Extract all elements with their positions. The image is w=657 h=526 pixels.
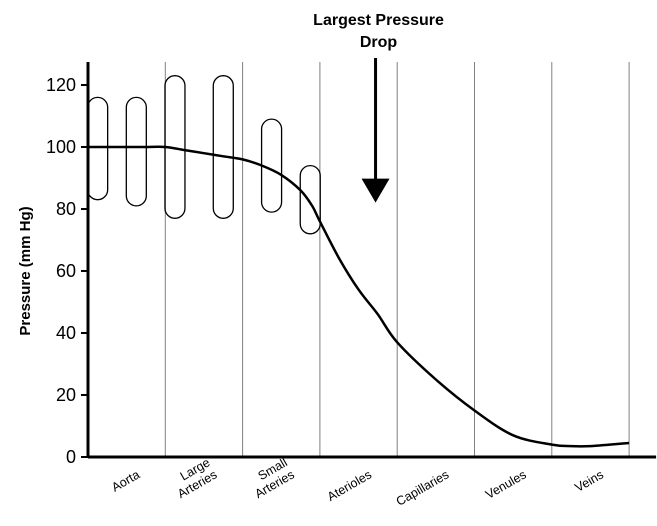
category-label: LargeArteries (168, 455, 219, 501)
category-label-line: Veins (572, 467, 605, 494)
arrow-head (361, 178, 390, 203)
pulse-loop (212, 75, 234, 219)
category-label: Venules (483, 467, 529, 501)
annotation-text: Drop (360, 34, 398, 51)
category-label-line: Aterioles (325, 467, 374, 503)
pulse-loop (164, 75, 186, 219)
category-label: Capillaries (394, 467, 452, 508)
y-tick-label: 60 (56, 261, 76, 281)
category-label-line: Venules (483, 467, 529, 501)
annotation-text: Largest Pressure (313, 12, 444, 29)
axes (81, 62, 657, 459)
y-tick-label: 40 (56, 323, 76, 343)
pulse-loop (260, 118, 283, 213)
category-label-line: Aorta (109, 467, 142, 494)
grid-layer (164, 62, 630, 457)
category-label-line: Capillaries (394, 467, 452, 508)
category-label: SmallArteries (245, 455, 296, 501)
annotation: Largest Pressure Drop (313, 12, 444, 203)
pulse-loop (125, 96, 147, 207)
y-tick-label: 80 (56, 199, 76, 219)
pulse-oscillations (87, 75, 321, 235)
category-label: Aterioles (325, 467, 374, 503)
category-label: Aorta (109, 467, 142, 494)
pressure-curve-layer (87, 145, 630, 448)
y-tick-label: 100 (46, 137, 76, 157)
labels: 0 20 40 60 80 100 120 Pressure (mm Hg) Aorta Larg… (17, 75, 606, 509)
y-tick-label: 0 (66, 447, 76, 467)
pressure-curve (87, 145, 630, 448)
pulse-loop (299, 164, 321, 235)
category-label: Veins (572, 467, 605, 494)
y-axis-title: Pressure (mm Hg) (17, 206, 34, 335)
y-tick-label: 20 (56, 385, 76, 405)
y-tick-label: 120 (46, 75, 76, 95)
pulse-loop (87, 96, 109, 201)
